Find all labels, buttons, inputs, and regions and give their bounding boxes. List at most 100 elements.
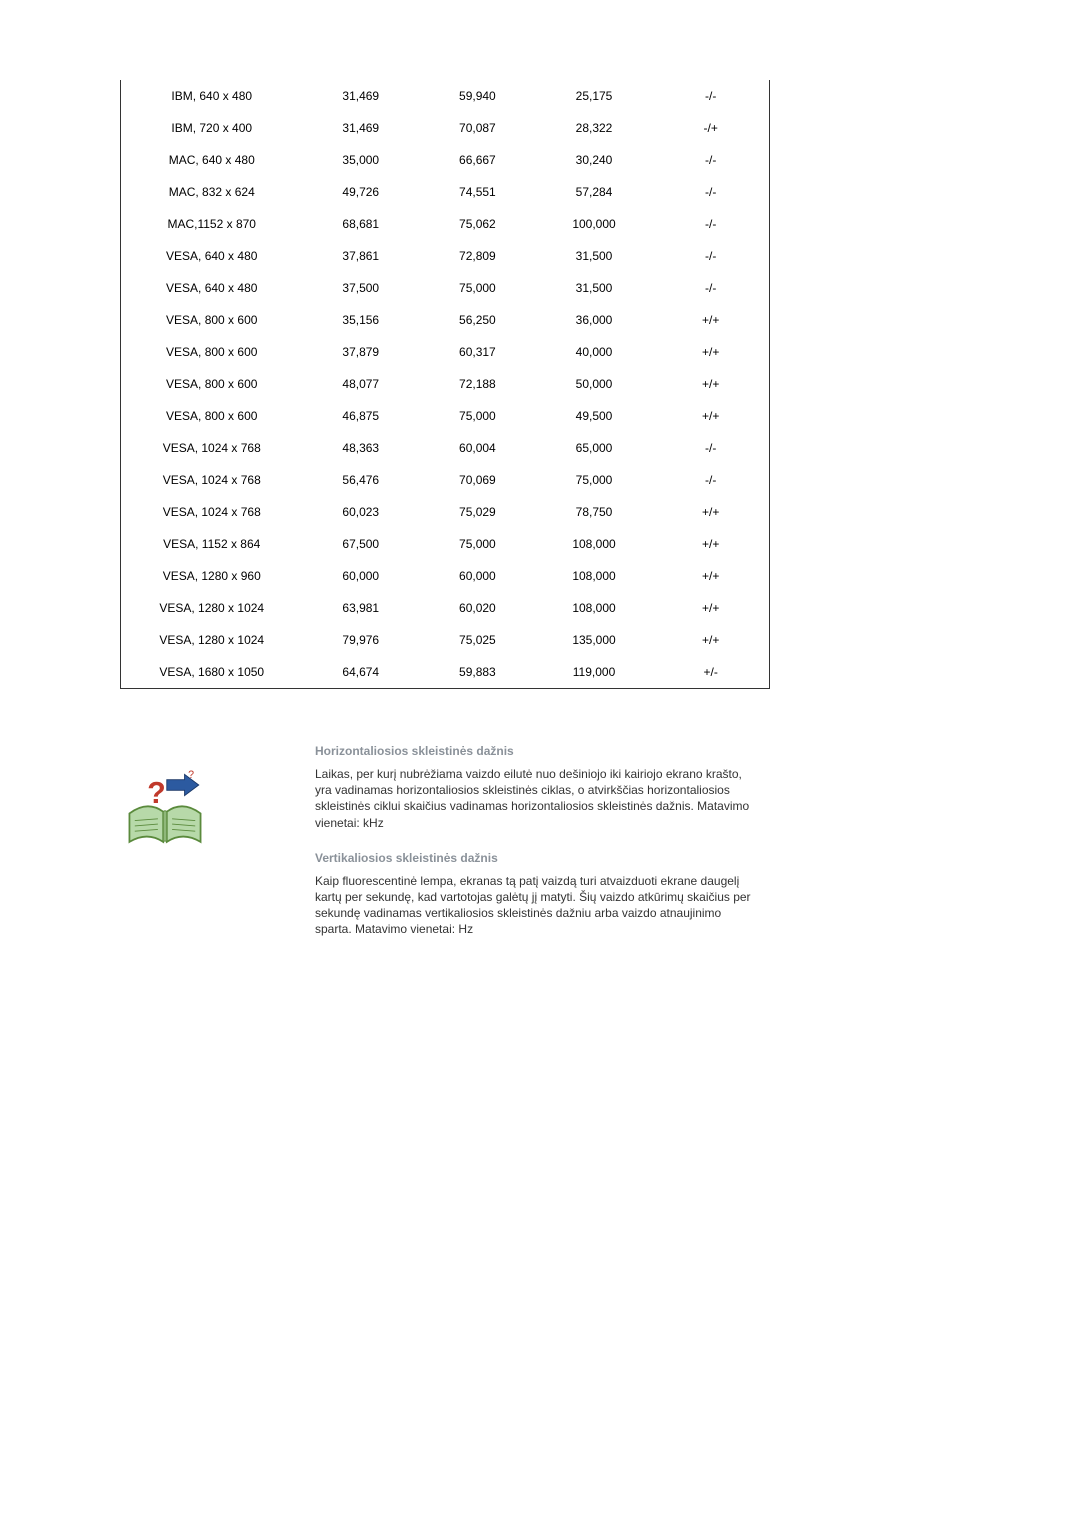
table-row: VESA, 800 x 60035,15656,25036,000+/+ — [121, 304, 769, 336]
info-section: ? ? Horizontaliosios skleistinės dažnis … — [120, 744, 760, 944]
table-row: VESA, 1680 x 105064,67459,883119,000+/- — [121, 656, 769, 688]
cell-vfreq: 60,004 — [419, 432, 536, 464]
table-row: VESA, 1152 x 86467,50075,000108,000+/+ — [121, 528, 769, 560]
cell-vfreq: 56,250 — [419, 304, 536, 336]
table-row: VESA, 1280 x 102479,97675,025135,000+/+ — [121, 624, 769, 656]
table-row: IBM, 640 x 48031,46959,94025,175-/- — [121, 80, 769, 112]
cell-hfreq: 68,681 — [302, 208, 419, 240]
cell-vfreq: 75,000 — [419, 528, 536, 560]
cell-sync: +/+ — [652, 624, 769, 656]
cell-vfreq: 59,883 — [419, 656, 536, 688]
cell-sync: +/+ — [652, 592, 769, 624]
cell-clock: 65,000 — [536, 432, 653, 464]
cell-hfreq: 37,861 — [302, 240, 419, 272]
cell-hfreq: 37,500 — [302, 272, 419, 304]
cell-clock: 119,000 — [536, 656, 653, 688]
cell-hfreq: 60,000 — [302, 560, 419, 592]
cell-clock: 135,000 — [536, 624, 653, 656]
heading-vertical: Vertikaliosios skleistinės dažnis — [315, 851, 760, 865]
cell-clock: 108,000 — [536, 528, 653, 560]
cell-sync: +/+ — [652, 400, 769, 432]
cell-clock: 50,000 — [536, 368, 653, 400]
timing-table: IBM, 640 x 48031,46959,94025,175-/-IBM, … — [120, 80, 770, 689]
cell-vfreq: 75,062 — [419, 208, 536, 240]
cell-mode: VESA, 1024 x 768 — [121, 432, 302, 464]
cell-sync: -/- — [652, 240, 769, 272]
table-row: VESA, 800 x 60048,07772,18850,000+/+ — [121, 368, 769, 400]
cell-mode: VESA, 800 x 600 — [121, 400, 302, 432]
cell-vfreq: 70,069 — [419, 464, 536, 496]
cell-clock: 49,500 — [536, 400, 653, 432]
table-row: VESA, 640 x 48037,86172,80931,500-/- — [121, 240, 769, 272]
cell-sync: -/- — [652, 272, 769, 304]
cell-hfreq: 60,023 — [302, 496, 419, 528]
cell-vfreq: 60,000 — [419, 560, 536, 592]
cell-mode: IBM, 720 x 400 — [121, 112, 302, 144]
cell-mode: VESA, 1024 x 768 — [121, 496, 302, 528]
cell-clock: 78,750 — [536, 496, 653, 528]
cell-clock: 108,000 — [536, 592, 653, 624]
book-help-icon: ? ? — [120, 769, 210, 849]
cell-mode: VESA, 1152 x 864 — [121, 528, 302, 560]
cell-hfreq: 31,469 — [302, 112, 419, 144]
table-row: VESA, 1024 x 76860,02375,02978,750+/+ — [121, 496, 769, 528]
cell-mode: VESA, 1280 x 960 — [121, 560, 302, 592]
svg-text:?: ? — [147, 777, 165, 810]
cell-sync: +/+ — [652, 336, 769, 368]
cell-hfreq: 49,726 — [302, 176, 419, 208]
table-row: VESA, 800 x 60037,87960,31740,000+/+ — [121, 336, 769, 368]
table-row: MAC, 640 x 48035,00066,66730,240-/- — [121, 144, 769, 176]
table-row: VESA, 640 x 48037,50075,00031,500-/- — [121, 272, 769, 304]
cell-mode: MAC, 640 x 480 — [121, 144, 302, 176]
cell-hfreq: 35,156 — [302, 304, 419, 336]
cell-sync: -/+ — [652, 112, 769, 144]
cell-mode: VESA, 1280 x 1024 — [121, 624, 302, 656]
cell-vfreq: 60,020 — [419, 592, 536, 624]
cell-mode: VESA, 1680 x 1050 — [121, 656, 302, 688]
cell-sync: -/- — [652, 208, 769, 240]
cell-sync: -/- — [652, 176, 769, 208]
cell-vfreq: 75,025 — [419, 624, 536, 656]
cell-vfreq: 60,317 — [419, 336, 536, 368]
cell-hfreq: 64,674 — [302, 656, 419, 688]
cell-mode: IBM, 640 x 480 — [121, 80, 302, 112]
cell-vfreq: 66,667 — [419, 144, 536, 176]
cell-hfreq: 31,469 — [302, 80, 419, 112]
cell-vfreq: 59,940 — [419, 80, 536, 112]
cell-hfreq: 37,879 — [302, 336, 419, 368]
cell-hfreq: 46,875 — [302, 400, 419, 432]
cell-hfreq: 56,476 — [302, 464, 419, 496]
cell-mode: MAC, 832 x 624 — [121, 176, 302, 208]
table-row: MAC,1152 x 87068,68175,062100,000-/- — [121, 208, 769, 240]
cell-hfreq: 48,077 — [302, 368, 419, 400]
cell-clock: 30,240 — [536, 144, 653, 176]
icon-column: ? ? — [120, 744, 210, 944]
table-row: VESA, 1024 x 76848,36360,00465,000-/- — [121, 432, 769, 464]
cell-sync: +/+ — [652, 304, 769, 336]
cell-clock: 28,322 — [536, 112, 653, 144]
cell-hfreq: 35,000 — [302, 144, 419, 176]
svg-text:?: ? — [188, 769, 194, 781]
info-text-column: Horizontaliosios skleistinės dažnis Laik… — [230, 744, 760, 944]
cell-clock: 57,284 — [536, 176, 653, 208]
cell-mode: VESA, 640 x 480 — [121, 272, 302, 304]
table-row: VESA, 1280 x 96060,00060,000108,000+/+ — [121, 560, 769, 592]
cell-mode: MAC,1152 x 870 — [121, 208, 302, 240]
cell-mode: VESA, 800 x 600 — [121, 336, 302, 368]
table-row: IBM, 720 x 40031,46970,08728,322-/+ — [121, 112, 769, 144]
cell-hfreq: 48,363 — [302, 432, 419, 464]
cell-vfreq: 72,188 — [419, 368, 536, 400]
paragraph-vertical: Kaip fluorescentinė lempa, ekranas tą pa… — [315, 873, 760, 938]
cell-clock: 31,500 — [536, 240, 653, 272]
cell-sync: -/- — [652, 80, 769, 112]
cell-clock: 31,500 — [536, 272, 653, 304]
table-row: VESA, 800 x 60046,87575,00049,500+/+ — [121, 400, 769, 432]
cell-mode: VESA, 1280 x 1024 — [121, 592, 302, 624]
cell-sync: +/+ — [652, 528, 769, 560]
cell-vfreq: 75,000 — [419, 272, 536, 304]
cell-clock: 25,175 — [536, 80, 653, 112]
cell-sync: +/- — [652, 656, 769, 688]
cell-hfreq: 79,976 — [302, 624, 419, 656]
table-row: MAC, 832 x 62449,72674,55157,284-/- — [121, 176, 769, 208]
cell-sync: +/+ — [652, 496, 769, 528]
